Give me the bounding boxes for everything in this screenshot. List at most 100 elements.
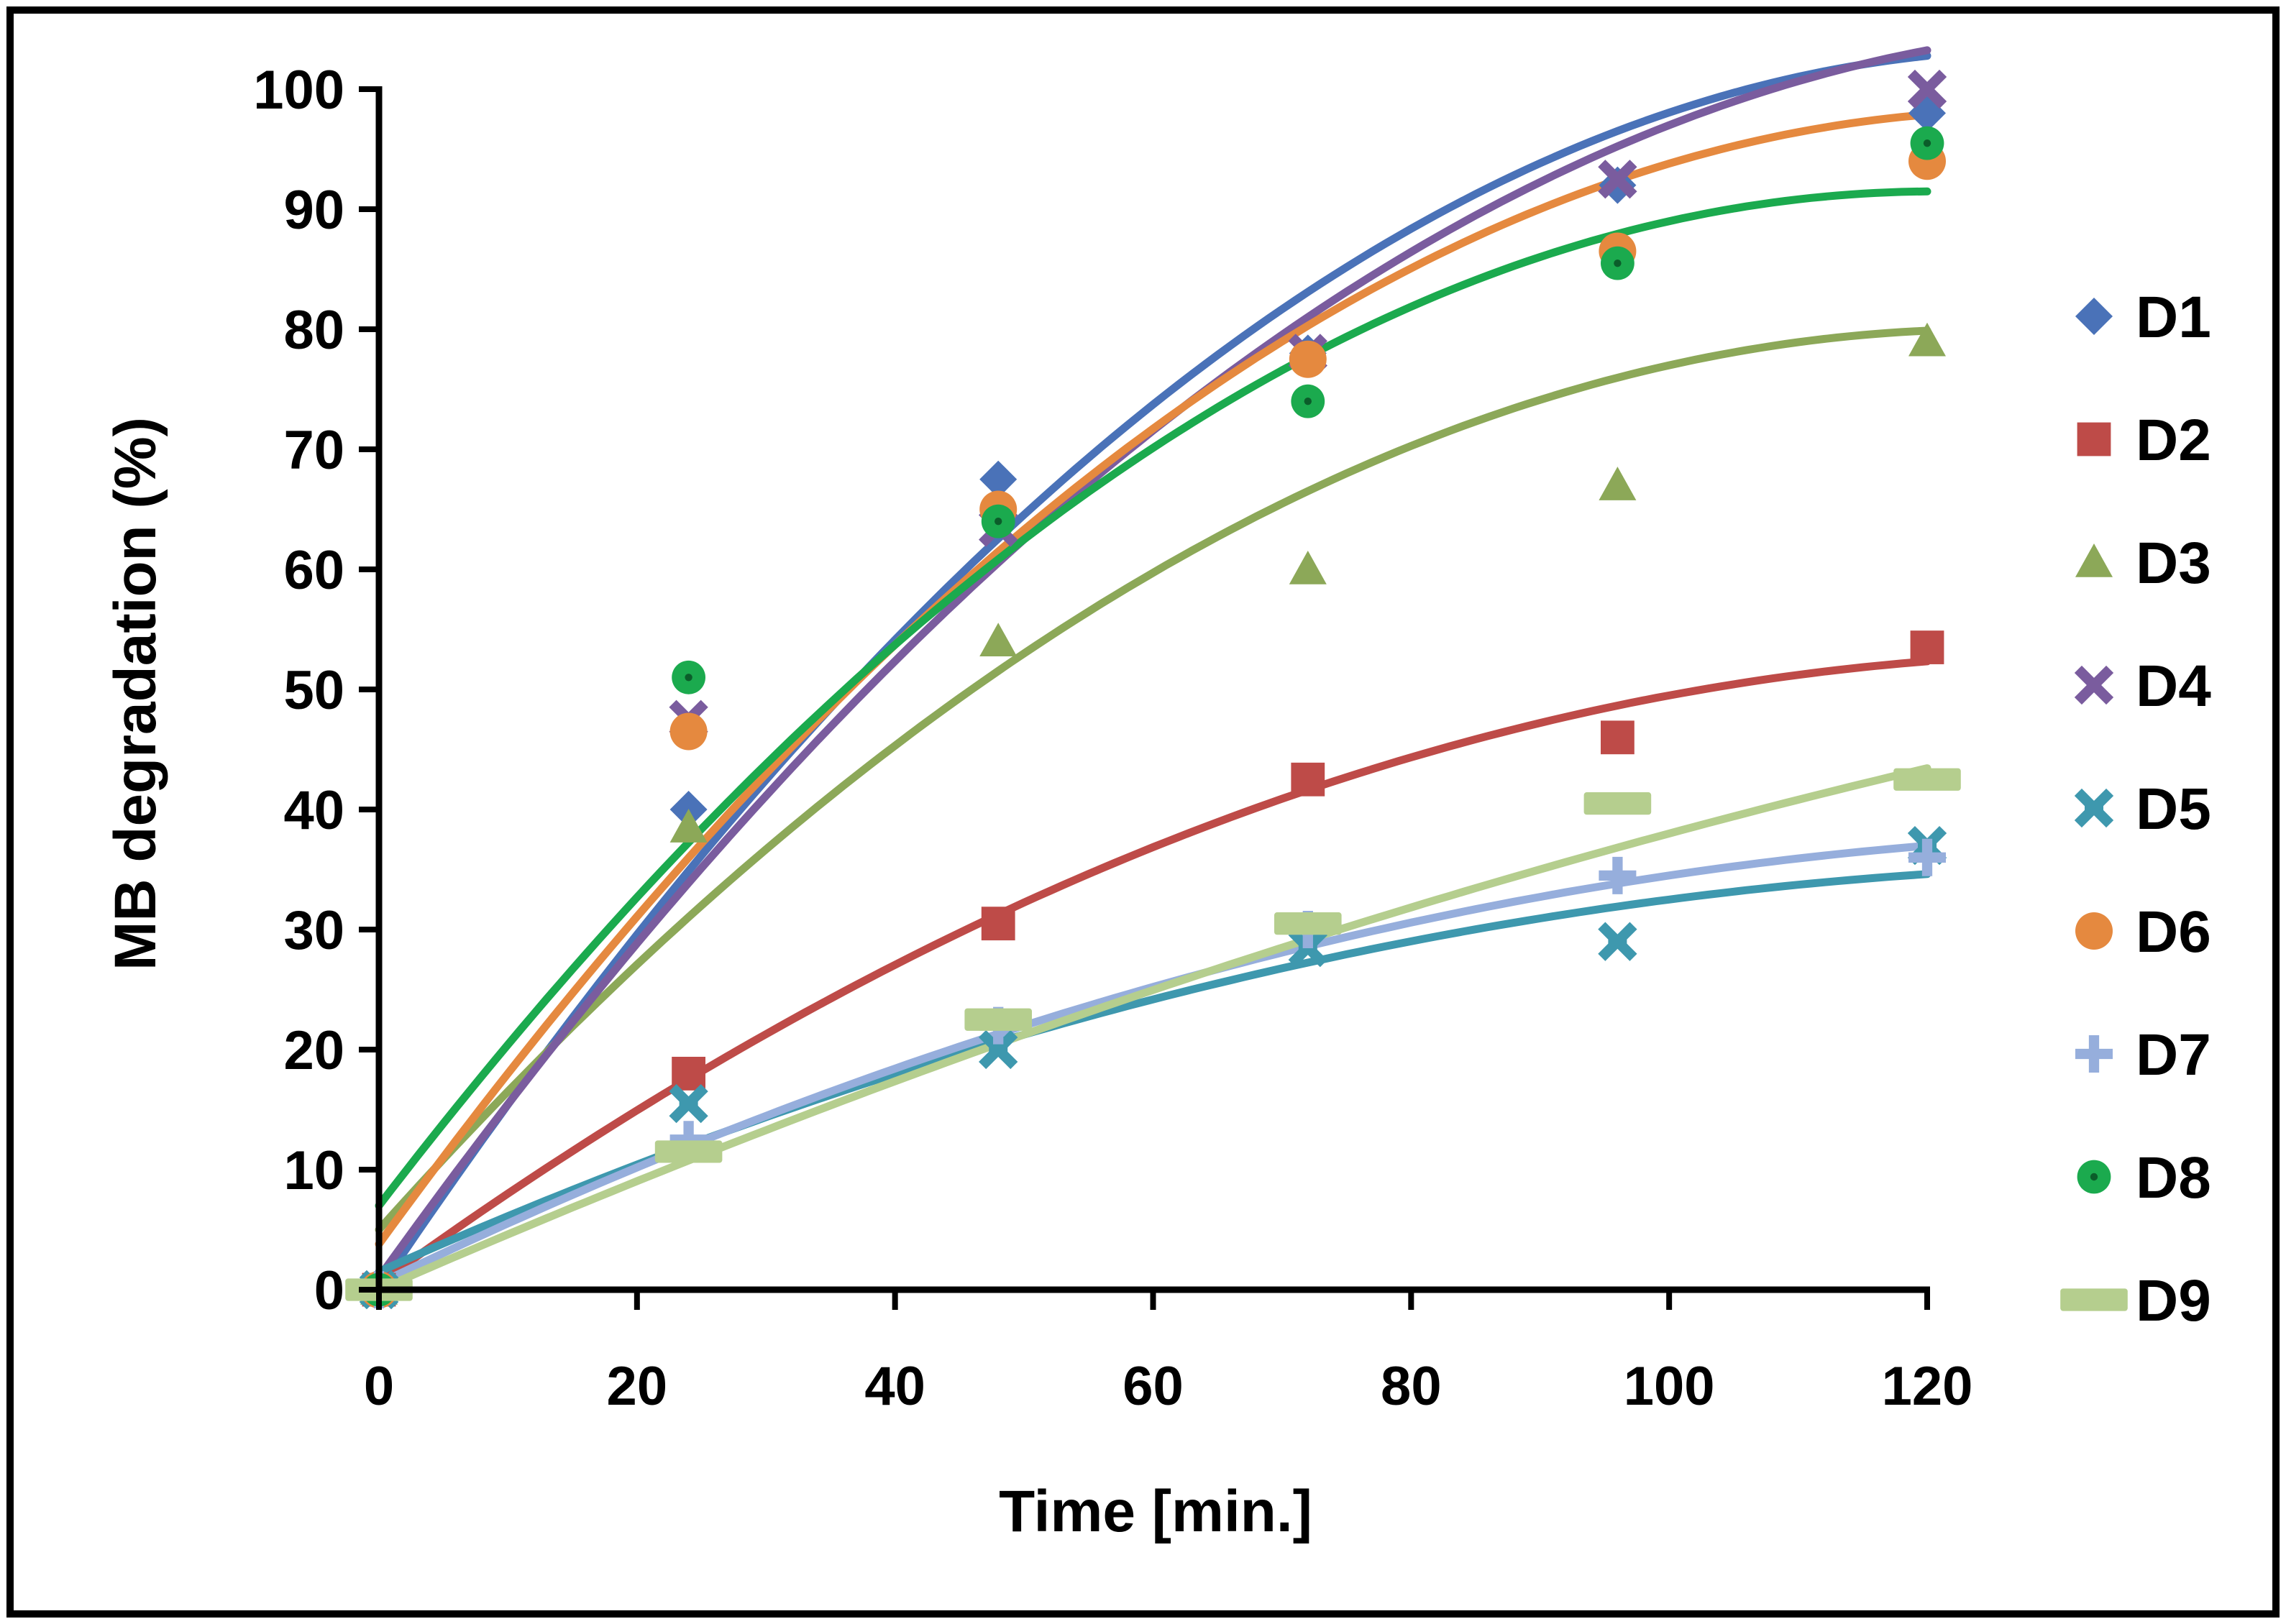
data-point-d7 bbox=[1908, 838, 1946, 876]
data-point-d8-shape bbox=[995, 518, 1002, 526]
data-point-d6-shape bbox=[669, 712, 708, 751]
y-axis-title: MB degradation (%) bbox=[103, 417, 168, 971]
legend-item-d2: D2 bbox=[2077, 408, 2211, 473]
data-point-d4-shape bbox=[1598, 160, 1637, 199]
legend-marker bbox=[2077, 1160, 2111, 1194]
data-point-d3-shape bbox=[979, 623, 1018, 656]
data-point-d2-shape bbox=[981, 907, 1015, 941]
legend-marker bbox=[2074, 788, 2114, 828]
data-point-d3-shape bbox=[1599, 467, 1637, 500]
legend-marker-shape bbox=[2060, 1288, 2128, 1311]
legend-label: D8 bbox=[2136, 1145, 2211, 1211]
x-tick-label: 60 bbox=[1123, 1356, 1184, 1417]
trendline-d2 bbox=[375, 657, 1931, 1288]
data-point-d3-shape bbox=[1908, 322, 1946, 357]
trendlines bbox=[375, 46, 1931, 1294]
data-point-d2 bbox=[672, 1057, 705, 1091]
legend-marker-shape bbox=[2075, 912, 2113, 950]
legend-item-d6: D6 bbox=[2075, 899, 2211, 965]
legend-label: D1 bbox=[2136, 285, 2211, 350]
data-point-d5 bbox=[669, 1083, 708, 1124]
data-point-d6 bbox=[669, 712, 708, 751]
trendline-d8 bbox=[375, 187, 1931, 1210]
data-point-d1 bbox=[979, 460, 1018, 498]
data-point-d9 bbox=[1583, 792, 1652, 815]
legend-item-d3: D3 bbox=[2075, 531, 2211, 596]
data-point-d8 bbox=[672, 660, 705, 694]
legend-label: D6 bbox=[2136, 899, 2211, 965]
data-point-d5 bbox=[979, 1029, 1018, 1070]
data-point-d3-shape bbox=[669, 809, 708, 843]
y-tick-label: 40 bbox=[283, 780, 344, 841]
legend-label: D9 bbox=[2136, 1268, 2211, 1334]
data-point-d9-shape bbox=[1893, 768, 1961, 791]
data-point-d2 bbox=[1291, 762, 1325, 797]
legend-item-d1: D1 bbox=[2075, 285, 2211, 350]
data-point-d7 bbox=[1599, 856, 1637, 894]
legend-marker-shape bbox=[2077, 422, 2111, 457]
data-point-d9-shape bbox=[964, 1008, 1032, 1031]
data-point-d8 bbox=[1601, 246, 1635, 280]
legend-label: D5 bbox=[2136, 776, 2211, 842]
legend-item-d4: D4 bbox=[2074, 653, 2211, 719]
x-tick-label: 0 bbox=[364, 1356, 394, 1417]
data-point-d8-shape bbox=[1923, 139, 1931, 147]
data-point-d3-shape bbox=[1289, 551, 1327, 584]
legend-marker bbox=[2075, 298, 2113, 335]
data-point-d4-shape bbox=[1907, 69, 1947, 109]
data-point-d8-shape bbox=[685, 674, 692, 682]
chart-border bbox=[6, 6, 2280, 1618]
data-point-d2 bbox=[1910, 630, 1944, 664]
legend-label: D2 bbox=[2136, 408, 2211, 473]
y-tick-label: 50 bbox=[283, 660, 344, 721]
legend-marker bbox=[2075, 543, 2113, 577]
trendline-d1 bbox=[375, 52, 1931, 1293]
legend-marker bbox=[2075, 912, 2113, 950]
data-point-d9 bbox=[654, 1140, 723, 1163]
trendline-d9 bbox=[375, 764, 1931, 1294]
y-tick-label: 70 bbox=[283, 420, 344, 481]
legend-marker-shape bbox=[2090, 1173, 2098, 1181]
data-point-d2-shape bbox=[672, 1057, 705, 1091]
legend-marker bbox=[2060, 1288, 2128, 1311]
legend-item-d8: D8 bbox=[2077, 1145, 2211, 1211]
trendline-d3 bbox=[375, 326, 1931, 1234]
x-tick-label: 40 bbox=[864, 1356, 925, 1417]
data-point-d9 bbox=[1893, 768, 1961, 791]
x-tick-label: 80 bbox=[1381, 1356, 1442, 1417]
data-point-d4 bbox=[1598, 160, 1637, 199]
legend: D1 D2 D3 D4 D5 D6 D7 D8 D9 bbox=[2060, 285, 2211, 1334]
legend-label: D3 bbox=[2136, 531, 2211, 596]
legend-marker bbox=[2075, 1035, 2113, 1073]
legend-label: D4 bbox=[2136, 653, 2211, 719]
legend-item-d7: D7 bbox=[2075, 1022, 2211, 1088]
legend-marker bbox=[2077, 422, 2111, 457]
tick-labels: 0 10 20 30 40 50 60 70 80 90 100 0 20 40 60 80 100 120 bbox=[253, 60, 1972, 1417]
data-point-d9-shape bbox=[1583, 792, 1652, 815]
legend-marker-shape bbox=[2075, 543, 2113, 577]
data-point-d8-shape bbox=[1614, 259, 1622, 267]
legend-marker bbox=[2074, 665, 2114, 705]
data-point-d6 bbox=[1289, 340, 1327, 378]
y-tick-label: 80 bbox=[283, 300, 344, 361]
y-tick-label: 90 bbox=[283, 180, 344, 241]
x-tick-label: 20 bbox=[607, 1356, 668, 1417]
data-point-d3 bbox=[669, 809, 708, 843]
data-point-d9 bbox=[1274, 912, 1342, 935]
data-point-d2-shape bbox=[1291, 762, 1325, 797]
x-tick-label: 120 bbox=[1882, 1356, 1973, 1417]
data-point-d1-shape bbox=[979, 460, 1018, 498]
y-tick-label: 30 bbox=[283, 900, 344, 961]
axes bbox=[359, 86, 1930, 1310]
legend-item-d5: D5 bbox=[2074, 776, 2211, 842]
y-tick-label: 60 bbox=[283, 540, 344, 601]
data-point-d9-shape bbox=[654, 1140, 723, 1163]
y-tick-label: 20 bbox=[283, 1020, 344, 1081]
legend-marker-shape bbox=[2075, 298, 2113, 335]
legend-marker-shape bbox=[2074, 665, 2114, 705]
data-point-d3 bbox=[979, 623, 1018, 656]
y-tick-label: 10 bbox=[283, 1140, 344, 1201]
data-point-d2-shape bbox=[1910, 630, 1944, 664]
